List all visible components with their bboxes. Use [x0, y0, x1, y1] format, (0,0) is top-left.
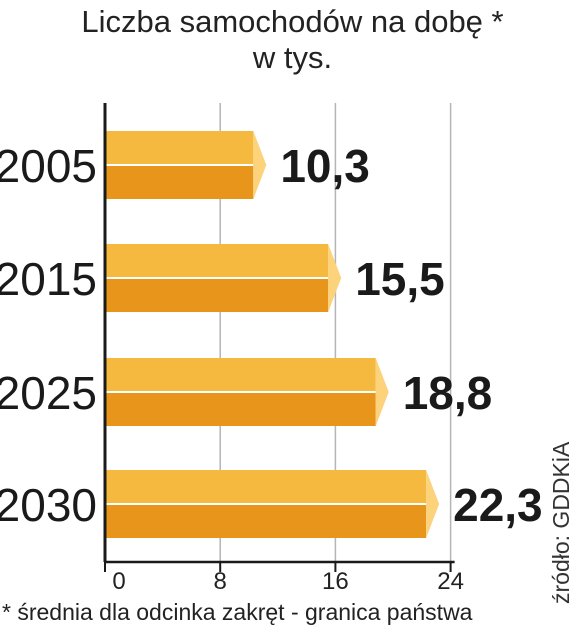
source-label: źródło: GDDKiA	[548, 441, 574, 604]
x-tick-label-0: 0	[112, 568, 125, 595]
x-tick-label-3: 24	[437, 568, 464, 595]
bar-top-2025	[105, 358, 376, 392]
bar-cap-2025	[375, 358, 389, 426]
value-label-2025: 18,8	[403, 367, 493, 419]
bar-bottom-2005	[105, 165, 254, 199]
category-label-2005: 2005	[0, 140, 97, 192]
category-label-2025: 2025	[0, 367, 97, 419]
bar-bottom-2025	[105, 392, 376, 426]
footnote: * średnia dla odcinka zakręt - granica p…	[2, 599, 473, 625]
x-tick-label-1: 8	[214, 568, 227, 595]
category-label-2015: 2015	[0, 253, 97, 305]
bar-cap-2030	[426, 470, 440, 538]
bar-cap-2015	[328, 244, 342, 312]
bar-bottom-2015	[105, 278, 329, 312]
title-line-1: Liczba samochodów na dobę *	[81, 4, 504, 39]
bar-top-2005	[105, 131, 254, 165]
category-label-2030: 2030	[0, 479, 97, 531]
value-label-2030: 22,3	[453, 479, 543, 531]
bar-top-2015	[105, 244, 329, 278]
bar-bottom-2030	[105, 504, 427, 538]
value-label-2005: 10,3	[280, 140, 370, 192]
bar-cap-2005	[253, 131, 267, 199]
title-line-2: w tys.	[252, 40, 333, 75]
x-tick-label-2: 16	[322, 568, 349, 595]
chart-title: Liczba samochodów na dobę * w tys.	[0, 4, 585, 76]
value-label-2015: 15,5	[355, 253, 445, 305]
bar-top-2030	[105, 470, 427, 504]
